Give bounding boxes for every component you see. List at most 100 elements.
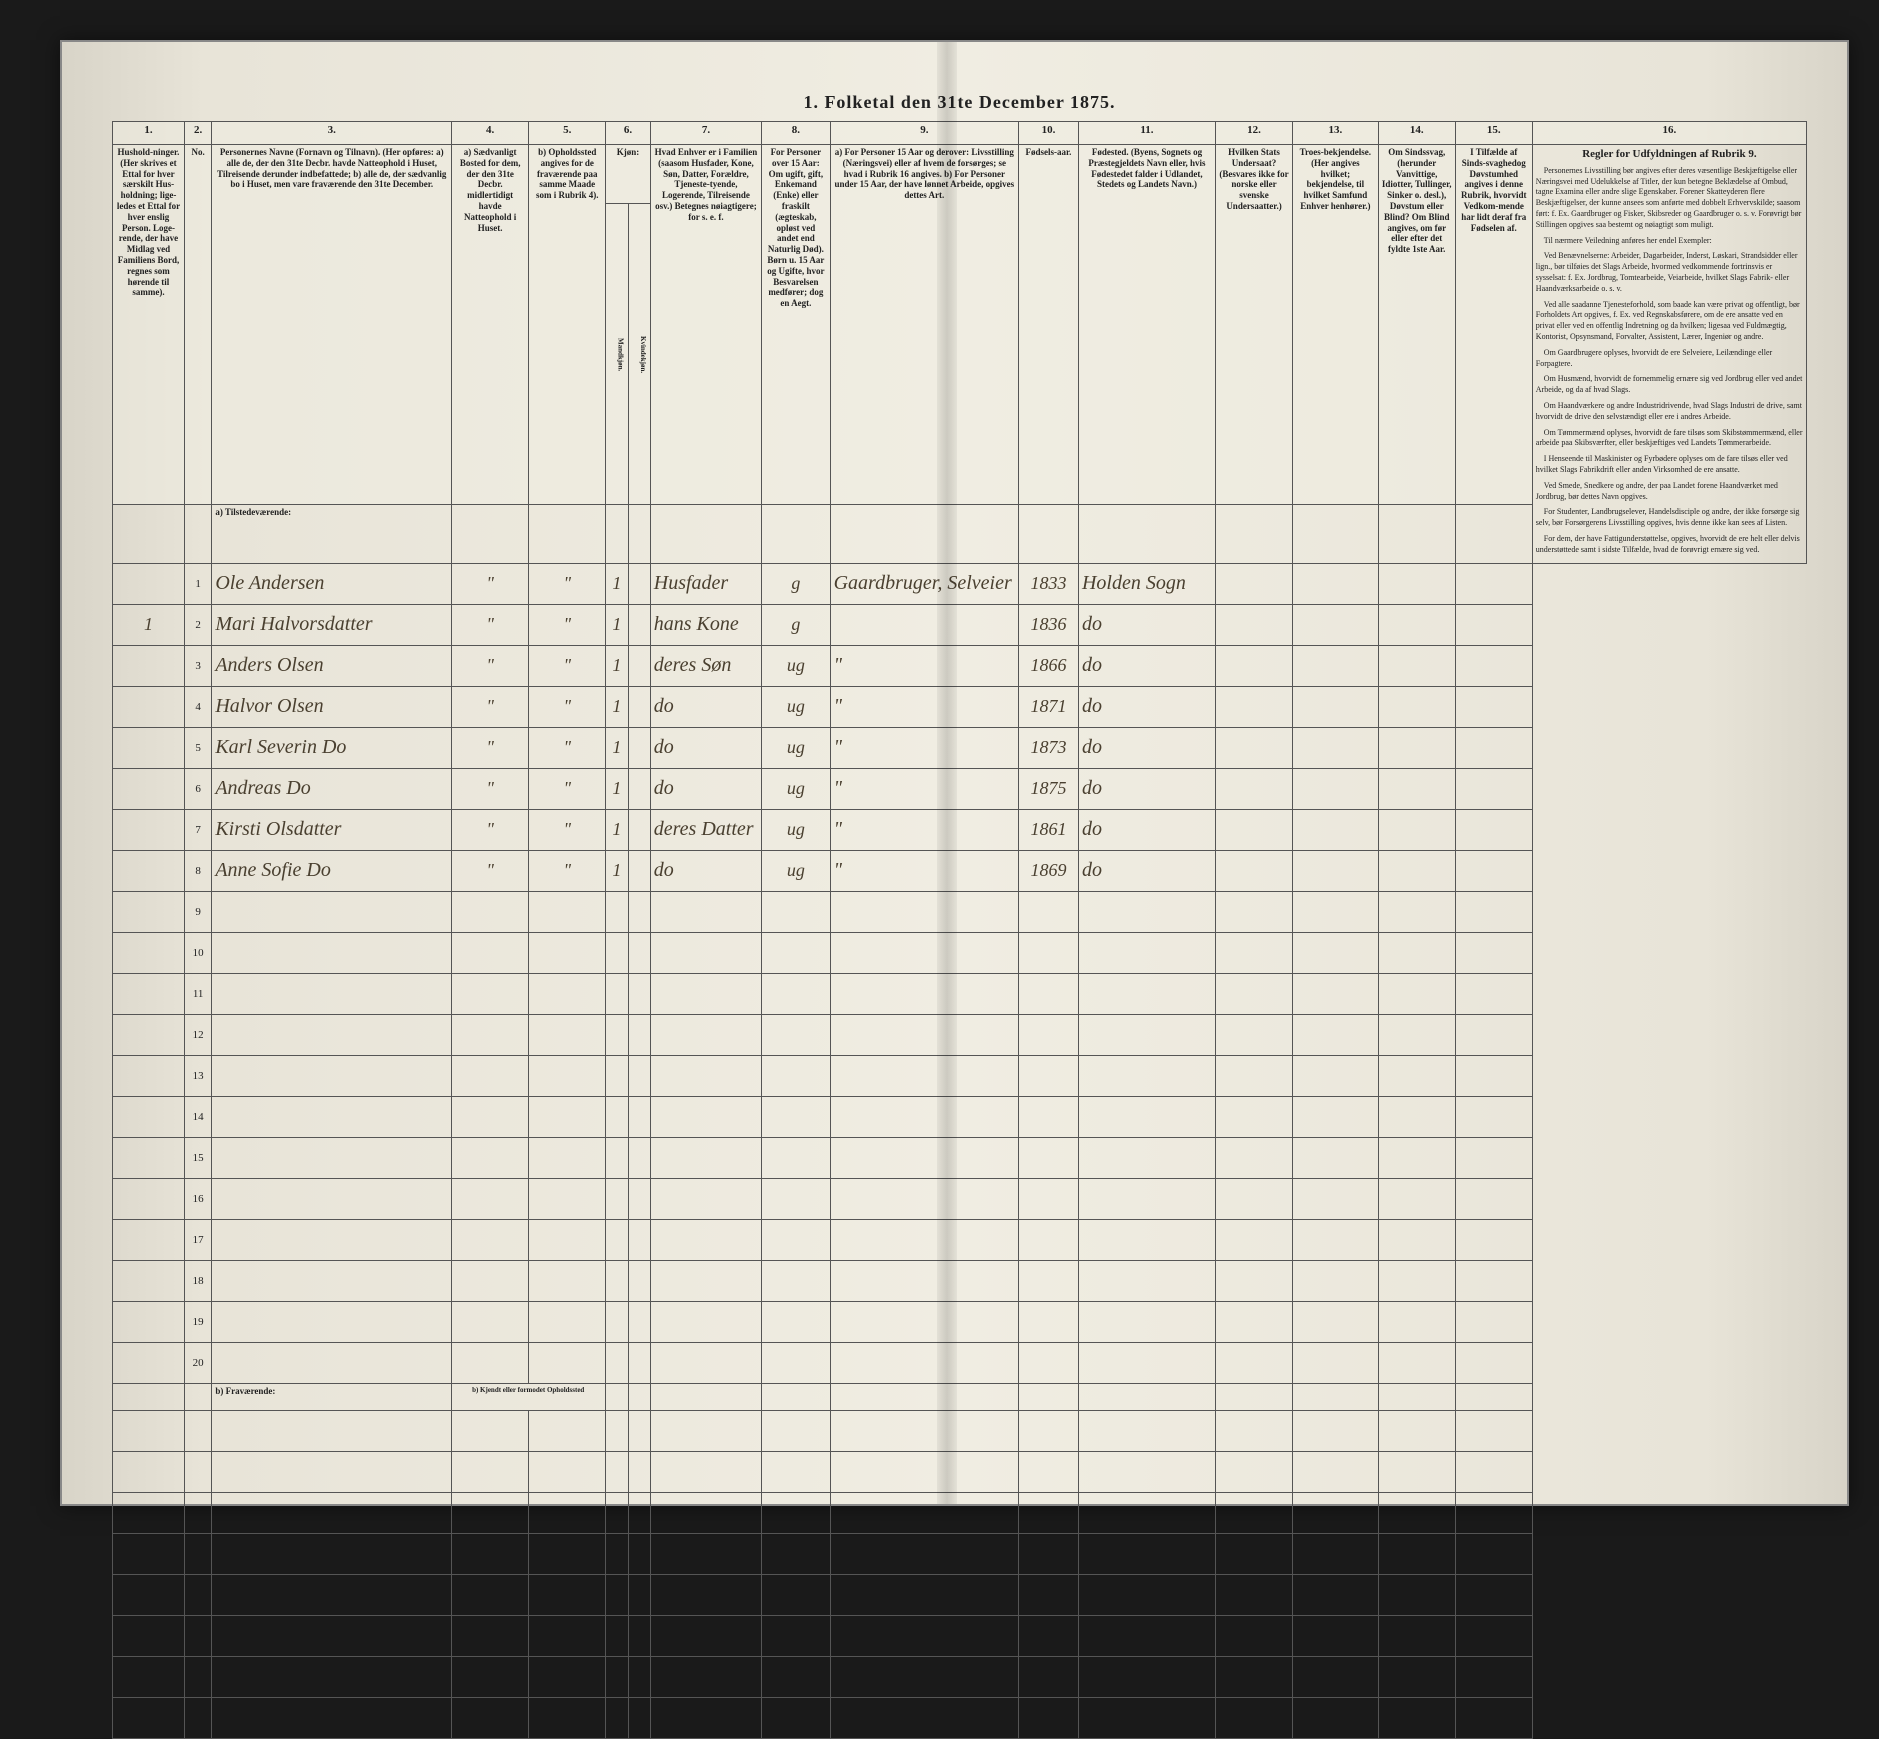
cell-year: 1836 — [1019, 604, 1079, 645]
cell-c14 — [1378, 768, 1455, 809]
header-6-top: Kjøn: — [606, 145, 651, 204]
rules-paragraph: Ved alle saadanne Tjenesteforhold, som b… — [1536, 300, 1803, 343]
cell-empty — [1455, 1574, 1532, 1615]
cell-empty — [650, 1533, 761, 1574]
blank — [529, 505, 606, 563]
blank — [830, 505, 1018, 563]
cell-year: 1869 — [1019, 850, 1079, 891]
header-11: Fødested. (Byens, Sognets og Præstegjeld… — [1078, 145, 1215, 505]
cell-empty — [606, 1492, 628, 1533]
cell-empty — [529, 1697, 606, 1738]
table-row: 1Ole Andersen""1HusfadergGaardbruger, Se… — [113, 563, 1807, 604]
cell-empty — [1078, 973, 1215, 1014]
cell-household — [113, 850, 185, 891]
cell-rownum: 11 — [184, 973, 211, 1014]
cell-empty — [1078, 1410, 1215, 1451]
cell-c15 — [1455, 850, 1532, 891]
cell-empty — [212, 1055, 452, 1096]
cell-empty — [1215, 1492, 1292, 1533]
cell-empty — [606, 1342, 628, 1383]
cell-empty — [1293, 1697, 1379, 1738]
cell-empty — [1019, 1342, 1079, 1383]
cell-family: hans Kone — [650, 604, 761, 645]
cell-empty — [762, 932, 831, 973]
cell-rownum: 18 — [184, 1260, 211, 1301]
cell-c13 — [1293, 604, 1379, 645]
cell-empty — [1215, 1137, 1292, 1178]
cell-empty — [1293, 1096, 1379, 1137]
cell-occupation: " — [830, 686, 1018, 727]
cell-empty — [1215, 1574, 1292, 1615]
cell-empty — [452, 1096, 529, 1137]
cell-empty — [628, 1014, 650, 1055]
page-container: 1. Folketal den 31te December 1875. 1. 2… — [0, 0, 1879, 1536]
cell-empty — [452, 1137, 529, 1178]
cell-empty — [1455, 1533, 1532, 1574]
cell-empty — [762, 1055, 831, 1096]
cell-empty — [762, 1615, 831, 1656]
cell-empty — [650, 1492, 761, 1533]
blank — [762, 1383, 831, 1410]
cell-empty — [212, 1574, 452, 1615]
cell-place: do — [1078, 809, 1215, 850]
cell-empty — [650, 1219, 761, 1260]
cell-household — [113, 809, 185, 850]
cell-empty — [606, 1055, 628, 1096]
header-6a: Mandkjøn. — [606, 204, 628, 505]
cell-empty — [762, 1096, 831, 1137]
cell-c4: " — [452, 686, 529, 727]
cell-c14 — [1378, 809, 1455, 850]
header-7: Hvad Enhver er i Familien (saasom Husfad… — [650, 145, 761, 505]
cell-empty — [184, 1697, 211, 1738]
cell-empty — [830, 1178, 1018, 1219]
cell-empty — [1078, 891, 1215, 932]
cell-empty — [1455, 1219, 1532, 1260]
cell-family: deres Søn — [650, 645, 761, 686]
cell-empty — [830, 1219, 1018, 1260]
cell-c6b — [628, 563, 650, 604]
cell-year: 1875 — [1019, 768, 1079, 809]
cell-empty — [1078, 1342, 1215, 1383]
cell-c13 — [1293, 727, 1379, 768]
table-row-empty — [113, 1492, 1807, 1533]
cell-empty — [1378, 932, 1455, 973]
cell-empty — [606, 973, 628, 1014]
colnum-16: 16. — [1532, 122, 1806, 145]
cell-c15 — [1455, 686, 1532, 727]
cell-empty — [1019, 1301, 1079, 1342]
colnum-11: 11. — [1078, 122, 1215, 145]
cell-empty — [1215, 1533, 1292, 1574]
cell-empty — [1293, 1055, 1379, 1096]
cell-empty — [212, 1342, 452, 1383]
cell-empty — [1019, 1533, 1079, 1574]
cell-empty — [1215, 1656, 1292, 1697]
cell-empty — [762, 1301, 831, 1342]
header-9: a) For Personer 15 Aar og derover: Livss… — [830, 145, 1018, 505]
cell-empty — [1078, 1574, 1215, 1615]
cell-empty — [113, 1574, 185, 1615]
cell-empty — [1455, 1615, 1532, 1656]
cell-empty — [1378, 1342, 1455, 1383]
cell-empty — [212, 932, 452, 973]
blank — [1078, 505, 1215, 563]
cell-empty — [452, 1451, 529, 1492]
colnum-13: 13. — [1293, 122, 1379, 145]
colnum-7: 7. — [650, 122, 761, 145]
cell-rownum: 17 — [184, 1219, 211, 1260]
cell-empty — [762, 891, 831, 932]
colnum-3: 3. — [212, 122, 452, 145]
cell-empty — [452, 1697, 529, 1738]
cell-empty — [830, 1451, 1018, 1492]
cell-c15 — [1455, 809, 1532, 850]
cell-empty — [1293, 891, 1379, 932]
cell-empty — [1078, 1014, 1215, 1055]
cell-empty — [628, 1574, 650, 1615]
cell-place: do — [1078, 686, 1215, 727]
cell-empty — [1378, 973, 1455, 1014]
cell-empty — [452, 1410, 529, 1451]
rules-paragraph: Ved Smede, Snedkere og andre, der paa La… — [1536, 481, 1803, 503]
cell-empty — [1455, 1656, 1532, 1697]
cell-empty — [1378, 1533, 1455, 1574]
cell-c5: " — [529, 850, 606, 891]
cell-empty — [1215, 1301, 1292, 1342]
